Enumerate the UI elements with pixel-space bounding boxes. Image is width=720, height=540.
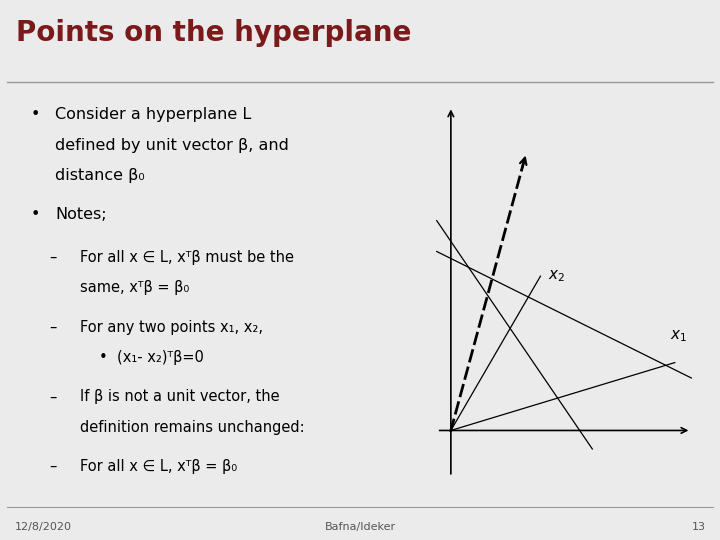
Text: Consider a hyperplane L: Consider a hyperplane L <box>55 107 251 122</box>
Text: definition remains unchanged:: definition remains unchanged: <box>80 420 305 435</box>
Text: •  (x₁- x₂)ᵀβ=0: • (x₁- x₂)ᵀβ=0 <box>99 350 204 365</box>
Text: –: – <box>49 320 56 335</box>
Text: Points on the hyperplane: Points on the hyperplane <box>16 19 411 47</box>
Text: 12/8/2020: 12/8/2020 <box>14 522 71 532</box>
Text: –: – <box>49 389 56 404</box>
Text: Bafna/Ideker: Bafna/Ideker <box>325 522 395 532</box>
Text: If β is not a unit vector, the: If β is not a unit vector, the <box>80 389 280 404</box>
Text: •: • <box>30 107 40 122</box>
Text: –: – <box>49 460 56 474</box>
Text: 13: 13 <box>692 522 706 532</box>
Text: same, xᵀβ = β₀: same, xᵀβ = β₀ <box>80 280 189 295</box>
Text: $x_1$: $x_1$ <box>670 328 688 344</box>
Text: –: – <box>49 250 56 265</box>
Text: For all x ∈ L, xᵀβ = β₀: For all x ∈ L, xᵀβ = β₀ <box>80 460 238 474</box>
Text: For any two points x₁, x₂,: For any two points x₁, x₂, <box>80 320 264 335</box>
Text: For all x ∈ L, xᵀβ must be the: For all x ∈ L, xᵀβ must be the <box>80 250 294 265</box>
Text: distance β₀: distance β₀ <box>55 168 145 183</box>
Text: •: • <box>30 207 40 222</box>
Text: Notes;: Notes; <box>55 207 107 222</box>
Text: $x_2$: $x_2$ <box>547 268 564 284</box>
Text: defined by unit vector β, and: defined by unit vector β, and <box>55 138 289 152</box>
